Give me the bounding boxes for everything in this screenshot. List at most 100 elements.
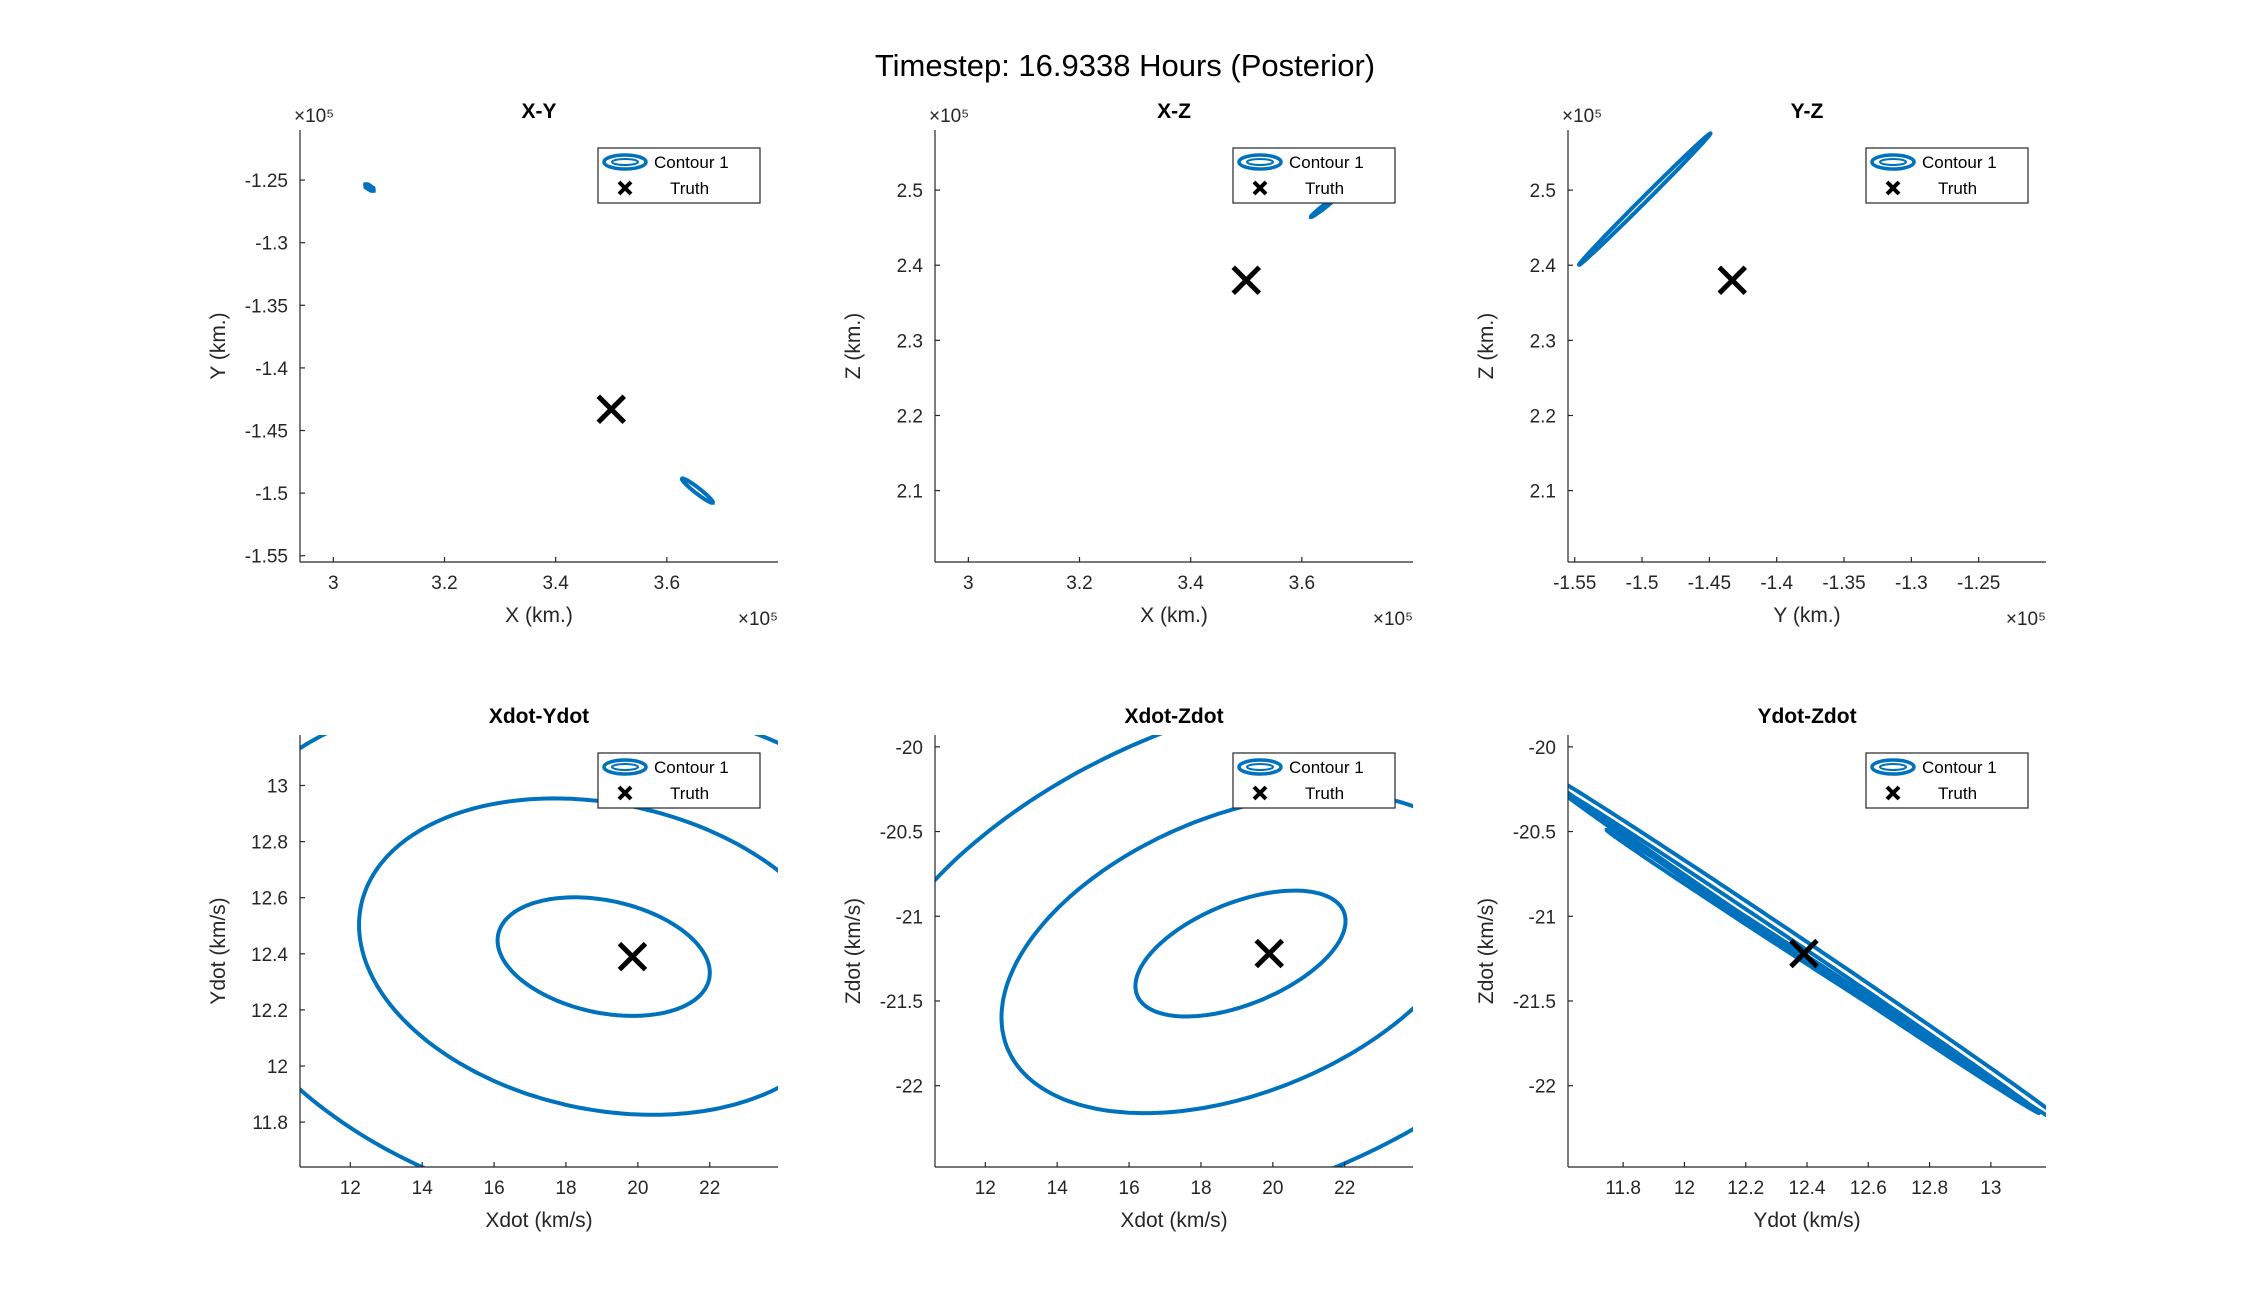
legend-contour-icon: [602, 153, 648, 171]
y-tick-label: -1.45: [245, 422, 288, 443]
x-tick-label: 14: [1047, 1178, 1069, 1199]
y-tick-label: -20: [896, 738, 923, 759]
y-exponent-label: ×10⁵: [1562, 106, 1602, 127]
contour-line: [1577, 131, 1713, 267]
legend-label-contour: Contour 1: [1922, 153, 1997, 172]
y-axis-label: Zdot (km/s): [842, 898, 865, 1004]
legend-contour-icon-inner: [1879, 763, 1907, 771]
y-tick-label: -22: [896, 1077, 923, 1098]
truth-marker: [617, 941, 648, 972]
legend-contour-icon: [1870, 758, 1916, 776]
x-tick-label: 3.6: [654, 573, 680, 594]
x-tick-label: 20: [627, 1178, 648, 1199]
x-tick-label: 14: [412, 1178, 434, 1199]
y-axis-label: Z (km.): [1475, 313, 1498, 379]
x-axis-label: Ydot (km/s): [1753, 1209, 1860, 1232]
truth-marker: [1231, 265, 1262, 296]
legend: Contour 1 Truth: [1232, 147, 1396, 204]
figure-title: Timestep: 16.9338 Hours (Posterior): [874, 48, 1376, 83]
legend: Contour 1 Truth: [597, 147, 761, 204]
y-tick-label: -21.5: [1513, 992, 1556, 1013]
legend-truth-icon: [617, 785, 633, 801]
y-axis-label: Zdot (km/s): [1475, 898, 1498, 1004]
legend-label-truth: Truth: [1938, 179, 1977, 198]
legend-contour-icon-inner: [1246, 158, 1274, 166]
truth-marker: [596, 394, 627, 425]
y-tick-label: 12.4: [251, 945, 288, 966]
legend-contour-icon: [602, 758, 648, 776]
x-tick-label: -1.4: [1760, 573, 1793, 594]
legend: Contour 1 Truth: [597, 752, 761, 809]
y-tick-label: 2.4: [1530, 256, 1557, 277]
y-axis-label: Z (km.): [842, 313, 865, 379]
y-tick-label: -20.5: [1513, 823, 1556, 844]
y-tick-label: -20: [1529, 738, 1556, 759]
contour-line: [1133, 888, 1348, 1019]
legend-contour-icon-inner: [611, 763, 639, 771]
legend-label-contour: Contour 1: [654, 758, 729, 777]
legend-truth-icon: [1252, 785, 1268, 801]
x-tick-label: 16: [1119, 1178, 1140, 1199]
y-tick-label: 12: [267, 1057, 288, 1078]
x-tick-label: 3.4: [542, 573, 569, 594]
y-tick-label: 2.3: [1530, 331, 1556, 352]
legend: Contour 1 Truth: [1865, 752, 2029, 809]
subplot-title: Y-Z: [1791, 100, 1824, 123]
legend-truth-icon: [617, 180, 633, 196]
x-axis-label: Xdot (km/s): [1120, 1209, 1227, 1232]
contour-line: [363, 182, 376, 193]
y-tick-label: -20.5: [880, 823, 923, 844]
legend-truth-icon: [1252, 180, 1268, 196]
x-tick-label: 12.2: [1727, 1178, 1764, 1199]
legend-label-truth: Truth: [1938, 784, 1977, 803]
legend-contour-icon: [1237, 153, 1283, 171]
contour-line: [999, 791, 1413, 1116]
legend-box: [597, 752, 761, 809]
x-tick-label: -1.25: [1957, 573, 2000, 594]
legend-label-contour: Contour 1: [654, 153, 729, 172]
x-tick-label: 3.6: [1289, 573, 1315, 594]
subplot-xdot-zdot: 12 14 16 18 20 22 -22 -21.5 -21 -20.5 -20 Xdot-Zdot…: [842, 705, 1413, 1232]
y-tick-label: -1.4: [255, 359, 288, 380]
x-tick-label: 18: [555, 1178, 576, 1199]
x-tick-label: 22: [1334, 1178, 1355, 1199]
contour-line: [1568, 783, 2046, 1118]
truth-marker: [1254, 938, 1285, 969]
x-axis-label: X (km.): [1140, 604, 1208, 627]
legend: Contour 1 Truth: [1865, 147, 2029, 204]
x-tick-label: 18: [1190, 1178, 1211, 1199]
x-tick-label: 11.8: [1605, 1178, 1641, 1199]
x-tick-label: 22: [699, 1178, 720, 1199]
x-tick-label: 3: [963, 573, 974, 594]
legend-box: [1232, 752, 1396, 809]
y-tick-label: -1.5: [255, 484, 288, 505]
legend-box: [1865, 147, 2029, 204]
y-tick-label: 2.5: [897, 181, 923, 202]
y-tick-label: 12.6: [251, 889, 288, 910]
legend-box: [1232, 147, 1396, 204]
subplot-ydot-zdot: 11.8 12 12.2 12.4 12.6 12.8 13 -22 -21.5 -21 -20.5…: [1475, 705, 2046, 1232]
legend-contour-icon: [1870, 153, 1916, 171]
contour-line: [680, 476, 715, 505]
subplot-xdot-ydot: 12 14 16 18 20 22 11.8 12 12.2 12.4 12.6 12.8 13 Xdot…: [207, 705, 778, 1232]
x-tick-label: 3.4: [1177, 573, 1204, 594]
y-tick-label: -21: [896, 907, 923, 928]
subplot-title: X-Z: [1157, 100, 1191, 123]
subplot-title: X-Y: [521, 100, 556, 123]
legend-label-contour: Contour 1: [1289, 758, 1364, 777]
subplot-x-y: 3 3.2 3.4 3.6 -1.55 -1.5 -1.45 -1.4 -1.35 -1.3 -1.…: [207, 100, 778, 630]
legend-label-truth: Truth: [1305, 784, 1344, 803]
x-tick-label: -1.45: [1688, 573, 1731, 594]
x-axis-label: Y (km.): [1773, 604, 1840, 627]
y-tick-label: 12.2: [251, 1001, 288, 1022]
subplot-x-z: 3 3.2 3.4 3.6 2.1 2.2 2.3 2.4 2.5 ×10⁵ ×10⁵ X-Z X (k…: [842, 100, 1413, 630]
y-exponent-label: ×10⁵: [929, 106, 969, 127]
y-tick-label: -1.25: [245, 171, 288, 192]
x-tick-label: 12.4: [1789, 1178, 1826, 1199]
contour-line: [1568, 791, 2042, 1116]
x-tick-label: 12: [1674, 1178, 1695, 1199]
y-exponent-label: ×10⁵: [294, 106, 334, 127]
legend-truth-icon: [1885, 180, 1901, 196]
x-exponent-label: ×10⁵: [1373, 609, 1413, 630]
